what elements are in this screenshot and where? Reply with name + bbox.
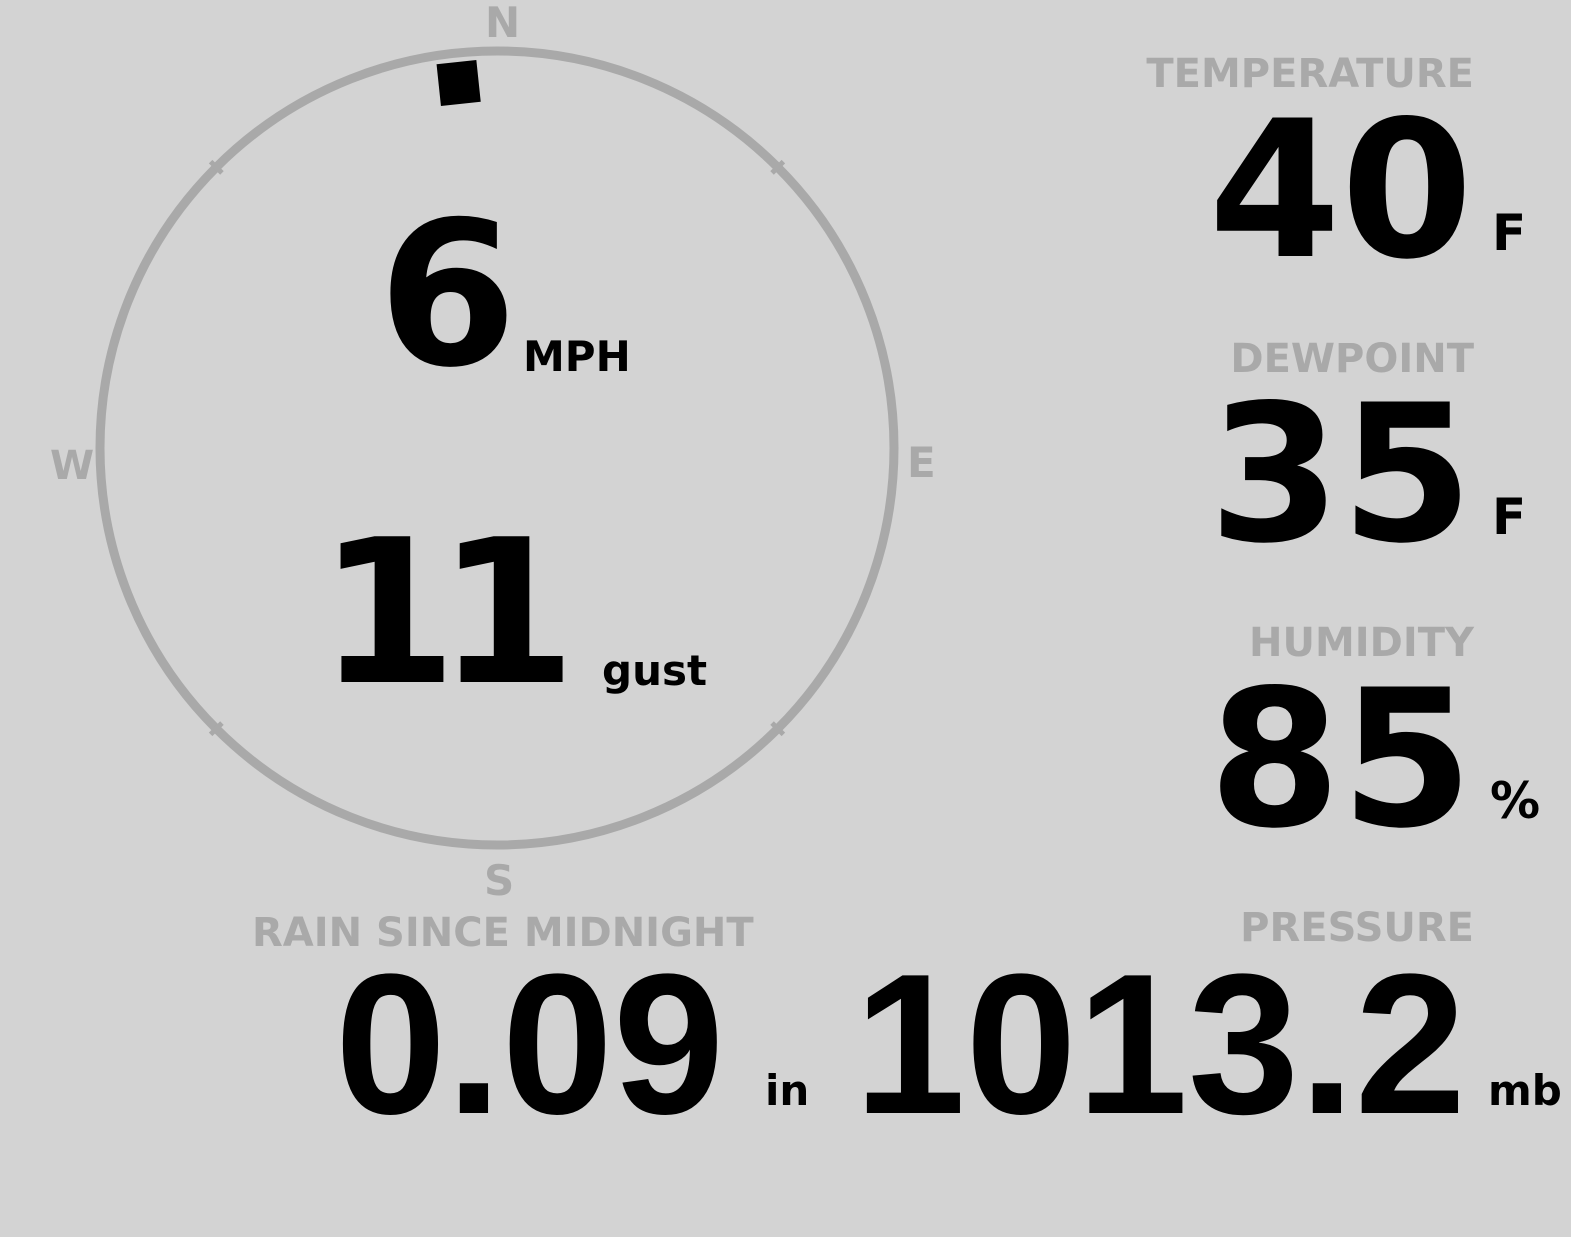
compass-ring (95, 46, 899, 850)
compass-tick (208, 721, 224, 737)
humidity-value: 85 (1208, 649, 1473, 870)
rain-value: 0.09 (335, 933, 725, 1156)
wind-gust-value: 11 (318, 497, 576, 730)
temperature-value: 40 (1208, 80, 1473, 301)
dewpoint-unit: F (1492, 488, 1527, 546)
compass-north-label: N (485, 0, 521, 47)
humidity-unit: % (1490, 772, 1541, 830)
compass-tick (208, 159, 224, 175)
compass-west-label: W (50, 443, 95, 489)
rain-unit: in (765, 1066, 810, 1115)
humidity-label: HUMIDITY (1249, 620, 1474, 666)
compass-tick (770, 159, 786, 175)
dewpoint-value: 35 (1208, 364, 1473, 585)
rain-label: RAIN SINCE MIDNIGHT (252, 910, 754, 956)
pressure-label: PRESSURE (1240, 905, 1474, 951)
dewpoint-label: DEWPOINT (1230, 336, 1474, 382)
temperature-unit: F (1492, 204, 1527, 262)
pressure-value: 1013.2 (854, 933, 1466, 1156)
wind-gust-unit: gust (602, 646, 708, 695)
compass-east-label: E (907, 438, 936, 487)
wind-speed-value: 6 (378, 179, 518, 412)
wind-direction-marker (436, 60, 481, 106)
temperature-label: TEMPERATURE (1146, 51, 1474, 97)
wind-speed-unit: MPH (523, 332, 631, 381)
pressure-unit: mb (1488, 1066, 1562, 1115)
compass-south-label: S (484, 856, 515, 905)
compass-tick (770, 721, 786, 737)
